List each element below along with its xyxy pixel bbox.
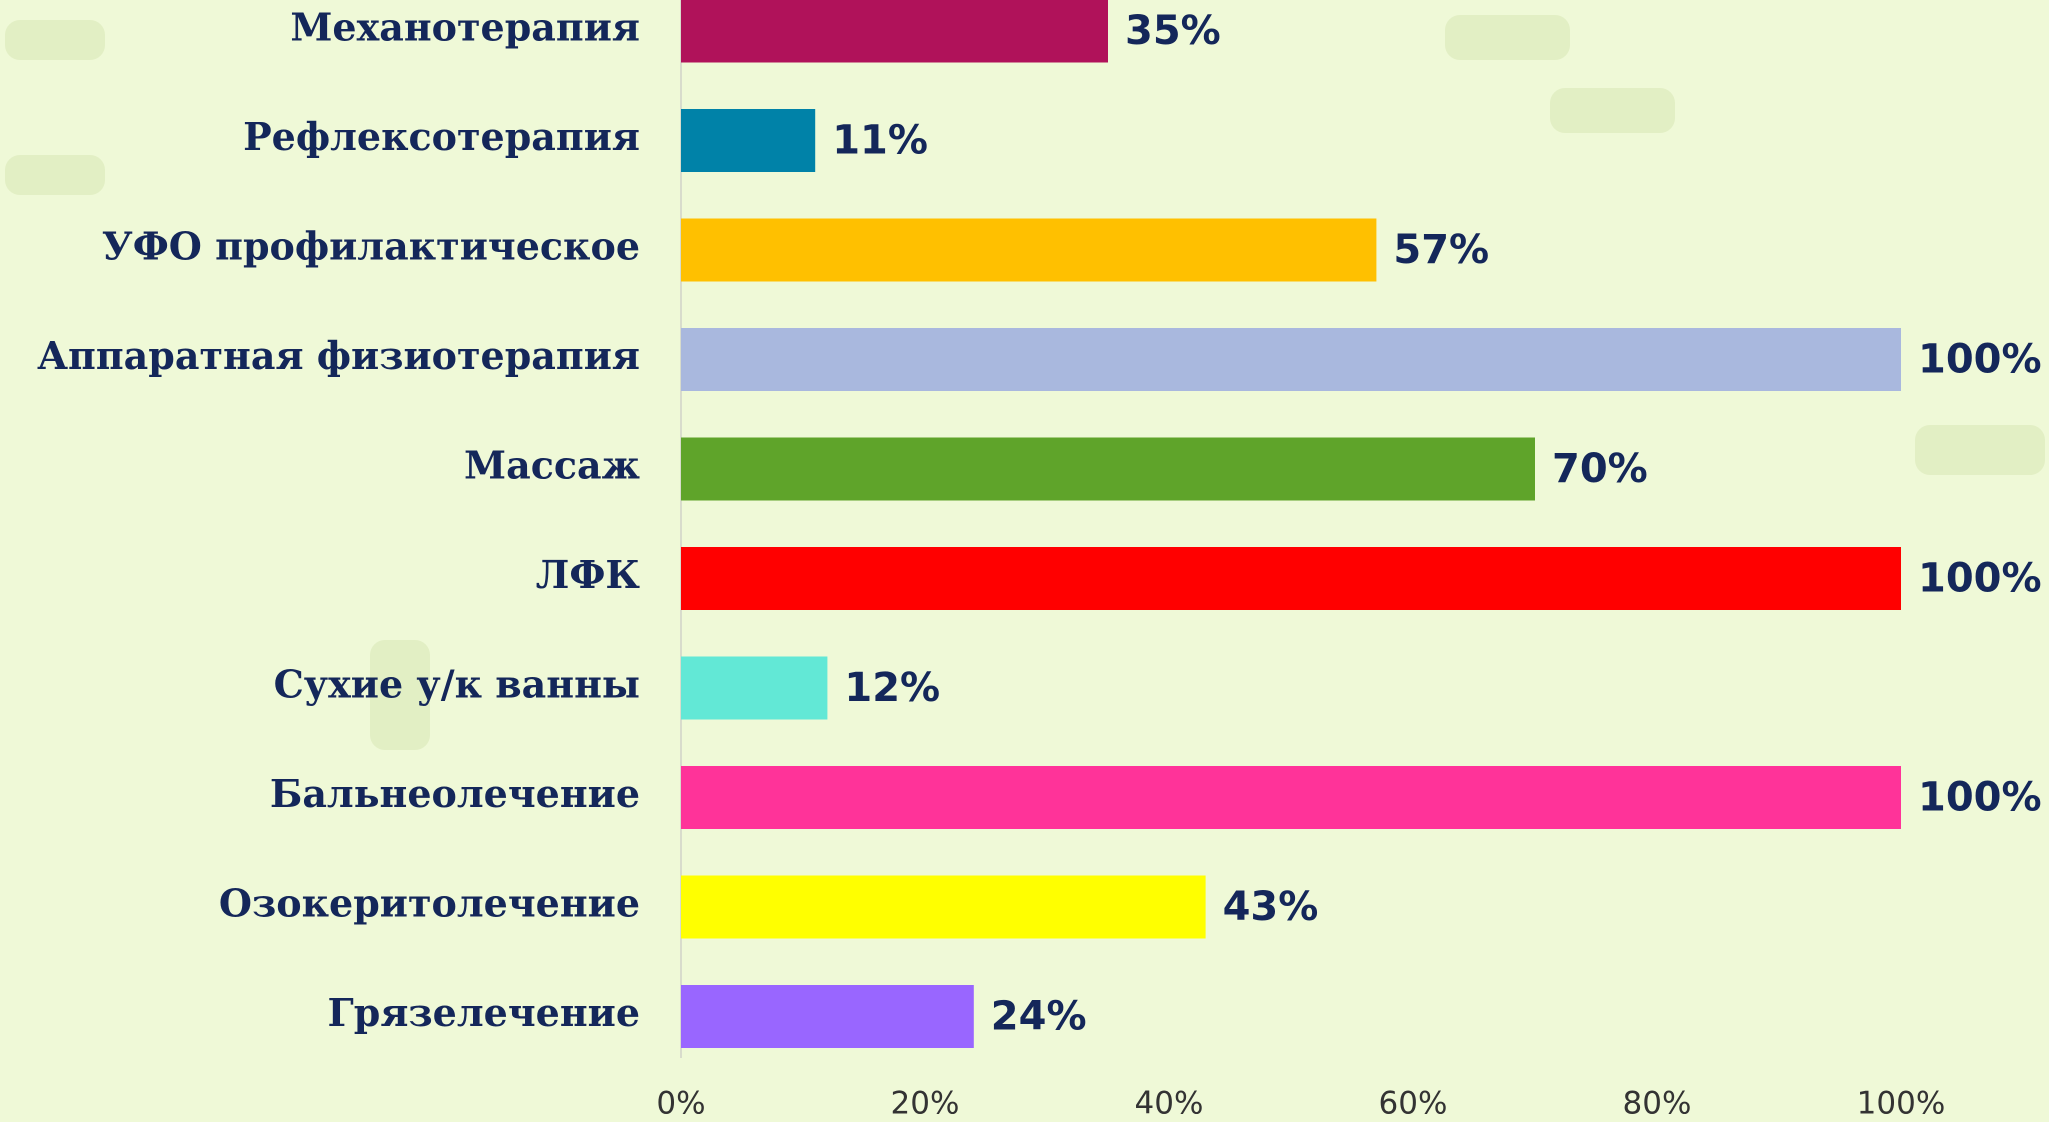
bar (681, 766, 1901, 829)
category-label: Рефлексотерапия (243, 114, 640, 159)
bar (681, 328, 1901, 391)
category-label: Механотерапия (290, 5, 640, 50)
data-label: 70% (1552, 446, 1648, 492)
bar (681, 656, 828, 720)
x-tick-label: 80% (1623, 1086, 1692, 1122)
category-label: Озокеритолечение (219, 881, 640, 926)
data-label: 11% (832, 118, 928, 164)
bar (681, 218, 1377, 282)
category-label: УФО профилактическое (102, 224, 640, 269)
x-tick-label: 100% (1857, 1086, 1946, 1122)
x-tick-label: 20% (891, 1086, 960, 1122)
x-tick-label: 0% (656, 1086, 705, 1122)
category-label: Массаж (464, 443, 640, 488)
data-label: 35% (1125, 8, 1221, 54)
category-label: Бальнеолечение (270, 771, 640, 816)
data-label: 12% (844, 665, 940, 711)
category-label: Аппаратная физиотерапия (37, 333, 640, 378)
x-tick-label: 60% (1379, 1086, 1448, 1122)
bar (681, 547, 1901, 610)
data-label: 57% (1393, 227, 1489, 273)
data-label: 24% (991, 994, 1087, 1040)
category-label: Сухие у/к ванны (274, 662, 640, 707)
bar (681, 875, 1206, 939)
category-label: ЛФК (536, 552, 641, 597)
bar (681, 985, 974, 1048)
x-tick-label: 40% (1135, 1086, 1204, 1122)
data-label: 100% (1918, 556, 2042, 602)
data-label: 100% (1918, 775, 2042, 821)
category-label: Грязелечение (328, 990, 640, 1035)
data-label: 100% (1918, 337, 2042, 383)
bar (681, 0, 1108, 63)
background-decor (5, 15, 2045, 750)
bar (681, 109, 816, 172)
bar (681, 437, 1535, 501)
data-label: 43% (1223, 884, 1319, 930)
